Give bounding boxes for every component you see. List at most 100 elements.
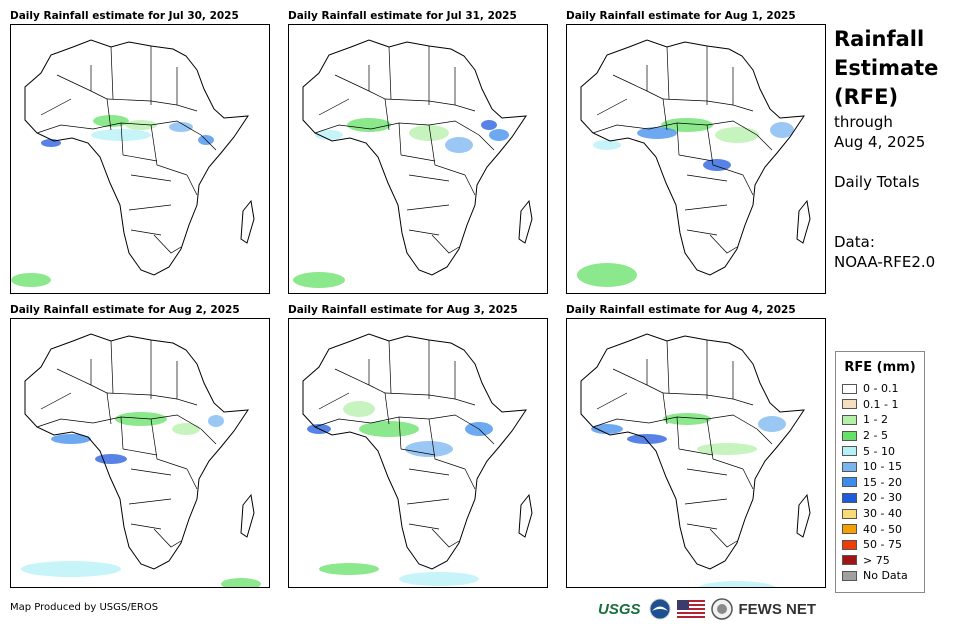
legend-swatch bbox=[842, 570, 857, 581]
country-border bbox=[110, 340, 114, 394]
legend-item: 50 - 75 bbox=[836, 537, 924, 553]
legend-item: 10 - 15 bbox=[836, 459, 924, 475]
rainfall-area bbox=[409, 125, 449, 141]
country-border bbox=[334, 74, 390, 131]
madagascar-outline bbox=[796, 493, 811, 538]
legend-swatch bbox=[842, 430, 857, 441]
legend-title: RFE (mm) bbox=[844, 360, 916, 375]
rainfall-map bbox=[10, 24, 270, 294]
africa-map-graphic bbox=[577, 39, 811, 287]
rainfall-area bbox=[91, 129, 151, 141]
country-border bbox=[686, 229, 718, 236]
country-border bbox=[56, 368, 112, 425]
country-border bbox=[596, 392, 628, 410]
country-border bbox=[384, 392, 456, 400]
legend-label: 5 - 10 bbox=[863, 444, 895, 458]
madagascar-outline bbox=[240, 493, 255, 538]
legend-label: 1 - 2 bbox=[863, 413, 888, 427]
rainfall-area bbox=[591, 424, 623, 434]
legend-swatch bbox=[842, 461, 857, 472]
rainfall-area bbox=[95, 454, 127, 464]
panel-title: Daily Rainfall estimate for Aug 3, 2025 bbox=[288, 304, 518, 316]
country-border bbox=[106, 392, 178, 400]
country-border bbox=[454, 67, 476, 112]
country-border bbox=[200, 134, 217, 151]
country-border bbox=[398, 416, 402, 450]
country-border bbox=[318, 98, 350, 116]
legend-item: 2 - 5 bbox=[836, 428, 924, 444]
africa-map-graphic bbox=[11, 39, 255, 287]
country-border bbox=[153, 234, 182, 254]
country-border bbox=[176, 67, 198, 112]
panel-title: Daily Rainfall estimate for Aug 4, 2025 bbox=[566, 304, 796, 316]
us-flag-icon bbox=[676, 600, 705, 618]
rainfall-area bbox=[593, 140, 621, 150]
country-border bbox=[388, 340, 392, 394]
country-border bbox=[431, 234, 460, 254]
panel-title: Daily Rainfall estimate for Aug 1, 2025 bbox=[566, 10, 796, 22]
legend-swatch bbox=[842, 492, 857, 503]
rainfall-area bbox=[11, 273, 51, 287]
legend-label: No Data bbox=[863, 569, 908, 583]
rainfall-area bbox=[359, 421, 419, 437]
country-border bbox=[684, 204, 728, 211]
rainfall-area bbox=[208, 415, 224, 427]
through-label: through bbox=[834, 113, 893, 131]
usgs-logo: USGS bbox=[598, 600, 641, 618]
country-border bbox=[130, 229, 162, 236]
country-border bbox=[742, 468, 754, 490]
country-border bbox=[686, 468, 728, 476]
country-border bbox=[318, 392, 350, 410]
side-title-line: Rainfall bbox=[834, 27, 925, 51]
country-border bbox=[106, 98, 178, 106]
country-border bbox=[662, 392, 734, 400]
country-border bbox=[706, 418, 744, 470]
country-border bbox=[122, 154, 158, 162]
country-border bbox=[153, 528, 182, 548]
legend-label: 0.1 - 1 bbox=[863, 397, 899, 411]
country-border bbox=[756, 134, 773, 151]
country-border bbox=[678, 448, 714, 456]
legend-item: 5 - 10 bbox=[836, 443, 924, 459]
rainfall-area bbox=[51, 434, 91, 444]
country-border bbox=[732, 361, 754, 406]
rainfall-area bbox=[347, 118, 391, 132]
rainfall-map bbox=[288, 318, 548, 588]
rainfall-area bbox=[21, 561, 121, 577]
legend-item: 20 - 30 bbox=[836, 490, 924, 506]
rainfall-area bbox=[319, 563, 379, 575]
rainfall-area bbox=[405, 441, 453, 457]
country-border bbox=[120, 122, 124, 156]
country-border bbox=[686, 523, 718, 530]
totals-label: Daily Totals bbox=[834, 173, 920, 191]
legend-swatch bbox=[842, 446, 857, 457]
rainfall-area bbox=[577, 263, 637, 287]
country-border bbox=[678, 154, 714, 162]
rainfall-area bbox=[293, 272, 345, 288]
legend-swatch bbox=[842, 539, 857, 550]
country-border bbox=[709, 528, 738, 548]
country-border bbox=[756, 428, 773, 445]
madagascar-outline bbox=[518, 199, 533, 244]
country-border bbox=[120, 416, 124, 450]
country-border bbox=[408, 523, 440, 530]
country-border bbox=[186, 468, 198, 490]
rainfall-area bbox=[315, 130, 343, 140]
country-border bbox=[464, 174, 476, 196]
country-border bbox=[400, 448, 436, 456]
continent-outline bbox=[580, 39, 805, 276]
legend-swatch bbox=[842, 555, 857, 566]
country-border bbox=[428, 124, 466, 176]
side-title-line: (RFE) bbox=[834, 85, 899, 109]
legend-item: No Data bbox=[836, 568, 924, 584]
country-border bbox=[388, 46, 392, 100]
legend-item: 15 - 20 bbox=[836, 475, 924, 491]
country-border bbox=[408, 174, 450, 182]
legend-item: 30 - 40 bbox=[836, 506, 924, 522]
country-border bbox=[406, 498, 450, 505]
country-border bbox=[612, 368, 668, 425]
country-border bbox=[130, 468, 172, 476]
legend-item: 40 - 50 bbox=[836, 521, 924, 537]
country-border bbox=[398, 122, 402, 156]
